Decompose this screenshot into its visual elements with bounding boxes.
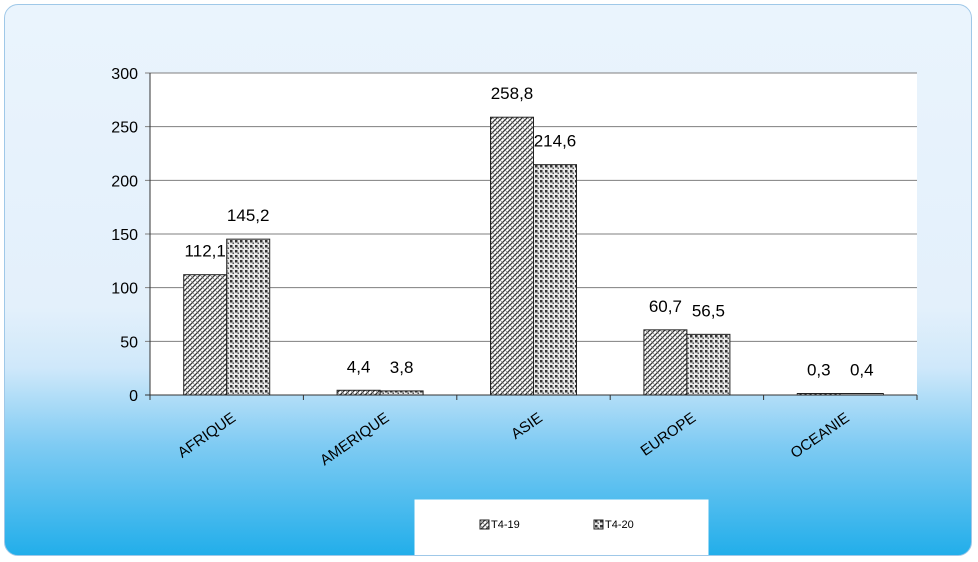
data-label: 214,6 [534,132,577,151]
bars [183,116,884,396]
bar-t4-20-afrique [226,238,271,396]
data-label: 0,4 [850,361,874,380]
legend-box [414,499,709,555]
data-label: 258,8 [491,84,534,103]
data-label: 3,8 [390,358,414,377]
data-label: 4,4 [347,357,371,376]
x-category-label: OCEANIE [788,409,853,462]
y-tick-label: 300 [111,66,138,83]
y-tick-label: 0 [129,388,138,405]
bar-t4-19-amerique [336,389,381,396]
legend-swatch-t4-19 [479,519,490,530]
legend-label: T4-19 [491,519,520,531]
y-tick-label: 250 [111,120,138,137]
bar-t4-20-amerique [379,390,424,396]
legend-swatch-t4-20 [593,519,604,530]
bar-t4-20-oceanie [839,393,884,396]
data-label: 56,5 [692,301,725,320]
x-category-label: AMERIQUE [317,409,392,469]
data-label: 0,3 [807,361,831,380]
legend: T4-19 T4-20 [414,499,709,555]
bar-t4-19-europe [643,329,688,396]
legend-label: T4-20 [605,519,634,531]
bar-t4-19-oceanie [796,393,841,396]
data-label: 145,2 [227,206,270,225]
x-category-label: ASIE [508,409,546,443]
x-category-label: EUROPE [638,409,700,459]
data-label: 60,7 [649,297,682,316]
y-tick-label: 100 [111,281,138,298]
bar-t4-19-asie [490,116,534,396]
chart-frame: 112,1 145,2 4,4 3,8 258,8 214,6 60,7 56,5 0,3 0,4… [4,4,972,556]
bar-t4-20-asie [533,164,577,396]
data-label: 112,1 [185,242,226,261]
y-tick-label: 150 [111,227,138,244]
bar-t4-19-afrique [183,274,228,396]
x-category-label: AFRIQUE [175,409,239,461]
y-tick-label: 50 [120,334,138,351]
y-tick-label: 200 [111,173,138,190]
bar-t4-20-europe [686,333,731,396]
